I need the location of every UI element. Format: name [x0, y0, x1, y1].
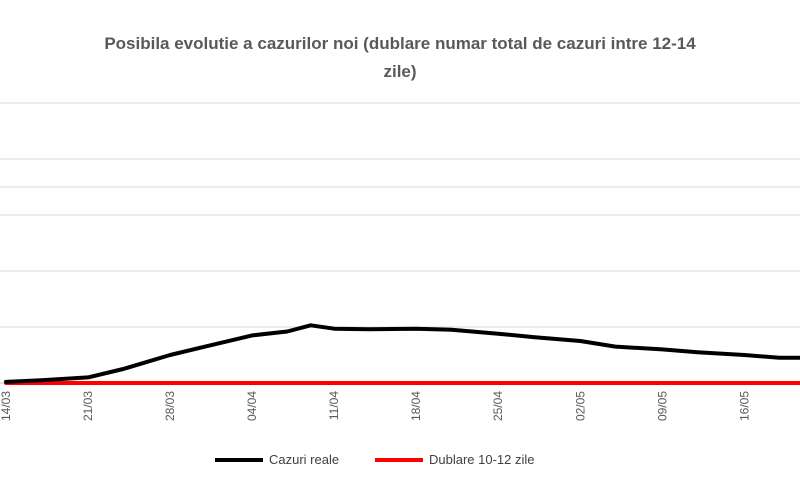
chart-title-line2: zile) [383, 62, 417, 81]
x-tick-label: 02/05 [573, 391, 587, 421]
legend: Cazuri reale Dublare 10-12 zile [0, 452, 800, 472]
legend-swatch-red [375, 457, 423, 462]
legend-label: Dublare 10-12 zile [429, 452, 535, 467]
legend-swatch-black [215, 457, 263, 462]
legend-item-dublare: Dublare 10-12 zile [375, 452, 535, 467]
x-tick-label: 09/05 [655, 391, 669, 421]
legend-label: Cazuri reale [269, 452, 340, 467]
x-tick-label: 04/04 [245, 391, 259, 421]
chart-title: Posibila evolutie a cazurilor noi (dubla… [0, 30, 800, 86]
gridlines [0, 102, 800, 384]
x-tick-label: 28/03 [163, 391, 177, 421]
x-tick-label: 18/04 [409, 391, 423, 421]
series-line-cazuri-reale [4, 323, 800, 384]
legend-item-cazuri-reale: Cazuri reale [215, 452, 339, 467]
x-tick-label: 21/03 [81, 391, 95, 421]
x-tick-label: 16/05 [737, 391, 751, 421]
x-tick-label: 14/03 [0, 391, 13, 421]
x-tick-labels: 14/03 21/03 28/03 04/04 11/04 18/04 25/04 02/05… [0, 391, 751, 421]
x-tick-label: 11/04 [327, 391, 341, 420]
series-lines [4, 323, 800, 385]
x-tick-label: 25/04 [491, 391, 505, 421]
chart-title-line1: Posibila evolutie a cazurilor noi (dubla… [104, 34, 696, 53]
